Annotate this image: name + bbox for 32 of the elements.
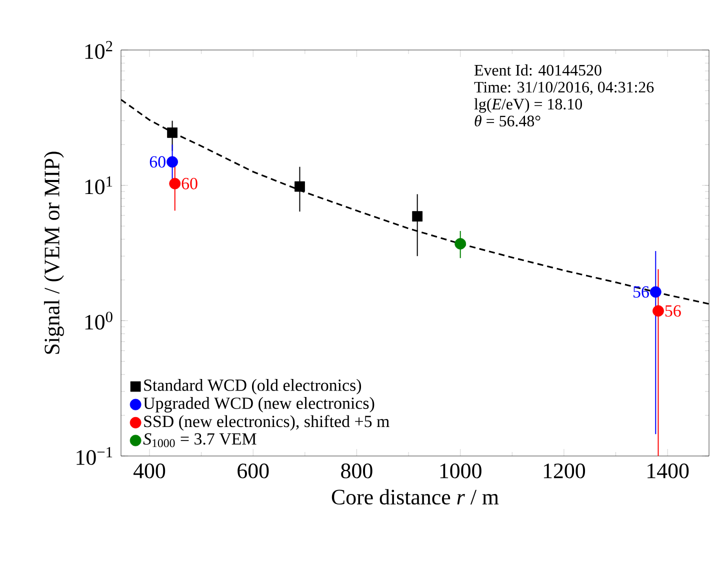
- legend-label: SSD (new electronics), shifted +5 m: [144, 415, 390, 431]
- y-axis-title: Signal / (VEM or MIP): [44, 152, 64, 354]
- annotation: 60: [150, 156, 166, 168]
- annotation: Event Id: 40144520: [474, 64, 602, 76]
- x-tick-label: 800: [341, 464, 372, 478]
- legend-label: S$_{1000}$ = 3.7 VEM: [143, 433, 256, 448]
- y-tick-label: 10$^{1}$: [85, 176, 112, 194]
- y-tick-label: 10$^{0}$: [85, 312, 112, 330]
- point: [166, 156, 178, 168]
- point: [650, 286, 662, 298]
- x-axis-title: Core distance r / m: [332, 489, 499, 505]
- x-tick-label: 400: [133, 464, 166, 478]
- x-tick-label: 600: [238, 464, 269, 478]
- point: [294, 181, 305, 192]
- y-tick-label: 10$^{−1}$: [76, 447, 112, 465]
- legend-label: Standard WCD (old electronics): [144, 379, 362, 394]
- point: [169, 178, 181, 190]
- annotation: 56: [633, 286, 649, 298]
- annotation: θ = 56.48°: [474, 115, 540, 126]
- point: [167, 127, 178, 138]
- point: [652, 305, 664, 317]
- annotation: Time: 31/10/2016, 04:31:26: [474, 82, 654, 95]
- annotation: 56: [665, 305, 681, 317]
- x-tick-label: 1000: [440, 464, 482, 478]
- legend-label: Upgraded WCD (new electronics): [143, 397, 374, 412]
- x-tick-label: 1400: [648, 464, 689, 478]
- annotation: 60: [182, 178, 198, 190]
- x-tick-label: 1200: [544, 464, 586, 478]
- y-tick-label: 10$^{2}$: [85, 41, 112, 59]
- point: [454, 238, 466, 250]
- point: [412, 211, 423, 222]
- annotation: lg(E/eV) = 18.10: [474, 98, 582, 113]
